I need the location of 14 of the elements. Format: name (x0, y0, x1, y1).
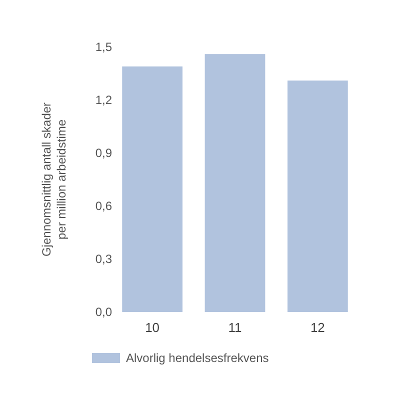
x-tick-label: 11 (228, 320, 242, 335)
y-tick-label: 0,0 (95, 305, 112, 320)
y-tick-label: 0,3 (95, 252, 112, 266)
x-tick-label: 10 (145, 320, 160, 335)
y-tick-label: 1,5 (95, 40, 112, 54)
y-tick-label: 1,2 (95, 93, 112, 108)
bar (288, 80, 348, 312)
legend-label: Alvorlig hendelsesfrekvens (126, 351, 269, 366)
y-axis-title: Gjennomsnittlig antall skader per million arbeidstime (40, 102, 68, 257)
bar (204, 54, 266, 312)
x-tick-label: 12 (310, 320, 325, 335)
bar (122, 66, 182, 312)
y-tick-label: 0,9 (95, 146, 112, 160)
y-tick-label: 0,6 (95, 199, 112, 214)
